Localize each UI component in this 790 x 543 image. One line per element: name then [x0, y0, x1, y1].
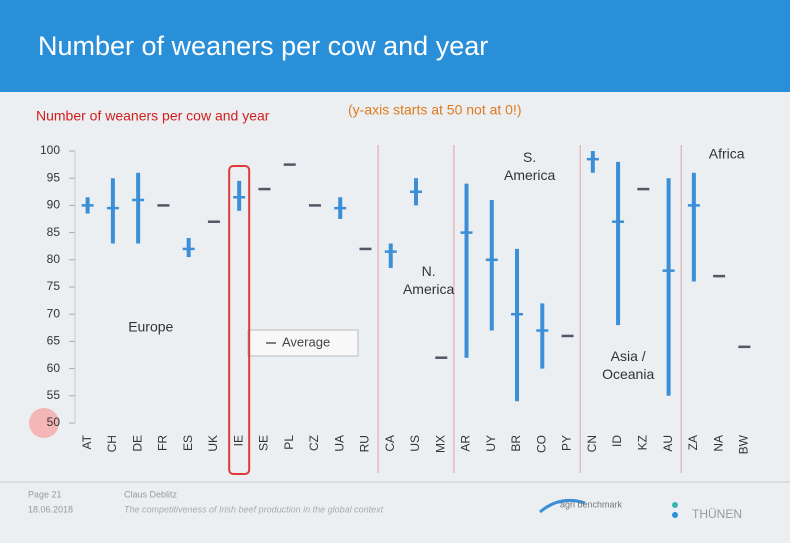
- footer-date: 18.06.2018: [28, 504, 73, 514]
- x-tick-label: US: [408, 435, 422, 452]
- y-tick-label: 50: [47, 415, 61, 429]
- logo-dot: [672, 502, 678, 508]
- x-tick-label: CH: [105, 435, 119, 452]
- x-tick-label: ES: [181, 435, 195, 451]
- x-tick-label: BW: [737, 434, 751, 454]
- y-tick-label: 60: [47, 361, 61, 375]
- chart-title: Number of weaners per cow and year: [36, 108, 270, 124]
- footer-subject: The competitiveness of Irish beef produc…: [124, 504, 384, 514]
- region-label: Asia / Oceania: [602, 348, 654, 382]
- region-label: Europe: [128, 319, 173, 335]
- legend-label: Average: [282, 334, 330, 349]
- x-tick-label: CZ: [307, 435, 321, 451]
- x-tick-label: FR: [156, 435, 170, 451]
- x-tick-label: KZ: [636, 435, 650, 450]
- region-label: S. America: [504, 149, 556, 183]
- x-tick-label: ID: [610, 435, 624, 447]
- x-tick-label: DE: [130, 435, 144, 452]
- slide-title: Number of weaners per cow and year: [38, 31, 488, 61]
- x-tick-label: UY: [484, 435, 498, 452]
- region-label: Africa: [709, 146, 745, 162]
- x-tick-label: SE: [257, 435, 271, 451]
- chart-subtitle: (y-axis starts at 50 not at 0!): [348, 102, 522, 118]
- x-tick-label: PY: [560, 435, 574, 451]
- y-tick-label: 80: [47, 252, 61, 266]
- y-tick-label: 75: [47, 279, 61, 293]
- header-band: [0, 0, 790, 92]
- x-tick-label: PL: [282, 435, 296, 450]
- x-tick-label: CA: [383, 435, 397, 452]
- footer-logo1: agri benchmark: [560, 499, 623, 509]
- chart: 50 55 60 65 70 75 80 85 90 95 100 Europe N. America S.…: [29, 143, 751, 475]
- x-tick-label: NA: [711, 435, 725, 452]
- region-label: N. America: [403, 263, 455, 297]
- y-tick-label: 85: [47, 225, 61, 239]
- y-tick-label: 100: [40, 143, 60, 157]
- x-tick-label: CN: [585, 435, 599, 452]
- y-tick-label: 90: [47, 198, 61, 212]
- footer-logo2: THÜNEN: [692, 507, 742, 521]
- x-tick-label: ZA: [686, 435, 700, 450]
- x-tick-label: UA: [332, 435, 346, 452]
- x-tick-label: CO: [534, 435, 548, 453]
- category-highlight: [228, 165, 251, 475]
- footer-author: Claus Deblitz: [124, 489, 178, 499]
- logo-swoosh: [539, 499, 586, 514]
- tick-highlight: [29, 408, 59, 438]
- y-tick-label: 95: [47, 170, 61, 184]
- logo-dot: [672, 512, 678, 518]
- x-tick-label: MX: [433, 435, 447, 453]
- x-tick-label: UK: [206, 435, 220, 452]
- x-tick-label: AR: [459, 435, 473, 452]
- x-tick-label: AU: [661, 435, 675, 452]
- y-tick-label: 70: [47, 306, 61, 320]
- x-tick-label: BR: [509, 435, 523, 452]
- x-tick-label: IE: [231, 435, 245, 446]
- x-tick-label: AT: [80, 434, 94, 449]
- y-tick-label: 65: [47, 334, 61, 348]
- x-tick-label: RU: [358, 435, 372, 452]
- y-tick-label: 55: [47, 388, 61, 402]
- footer-page: Page 21: [28, 489, 62, 499]
